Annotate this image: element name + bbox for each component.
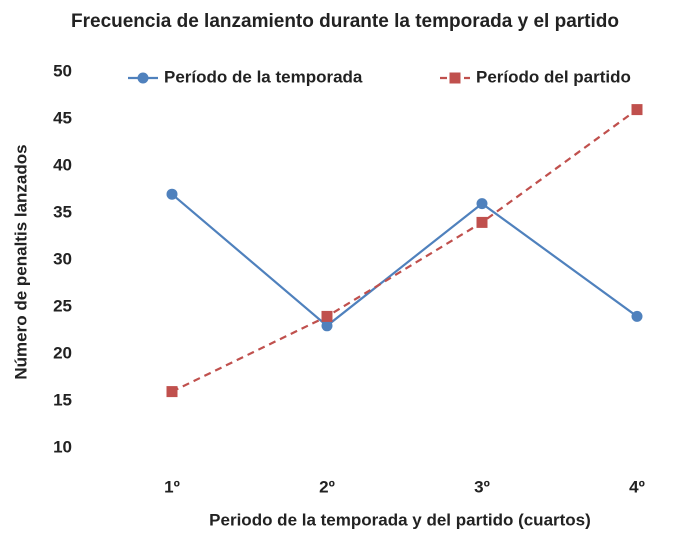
x-axis-label: Periodo de la temporada y del partido (c… [209,510,591,529]
series-line [171,108,638,393]
y-tick-label: 20 [53,343,72,362]
data-point [166,386,178,398]
y-tick-label: 50 [53,61,72,80]
series-line [171,193,638,328]
data-point [449,72,461,84]
y-tick-label: 30 [53,249,72,268]
y-tick-label: 40 [53,155,72,174]
data-point [321,320,333,332]
legend-label: Período de la temporada [164,67,363,86]
x-tick-label: 3º [474,477,490,496]
data-point [631,104,643,116]
y-tick-label: 10 [53,437,72,456]
x-tick-label: 2º [319,477,335,496]
y-tick-label: 25 [53,296,72,315]
x-tick-label: 1º [164,477,180,496]
data-point [631,310,643,322]
legend-label: Período del partido [476,67,631,86]
y-tick-label: 35 [53,202,72,221]
chart-title: Frecuencia de lanzamiento durante la tem… [71,11,619,32]
y-tick-label: 15 [53,390,72,409]
y-axis-label: Número de penaltis lanzados [11,144,30,379]
data-point [476,216,488,228]
data-point [137,72,149,84]
data-point [166,188,178,200]
data-point [321,310,333,322]
y-tick-label: 45 [53,108,72,127]
x-tick-label: 4º [629,477,645,496]
data-point [476,198,488,210]
